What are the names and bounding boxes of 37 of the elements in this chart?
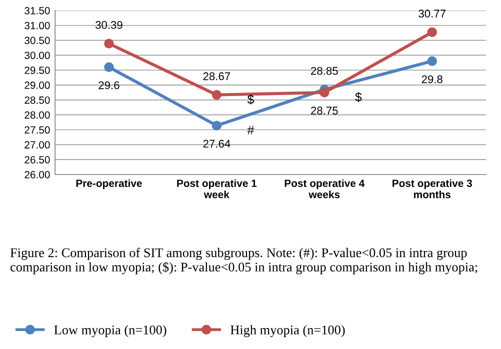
data-label: 28.67	[203, 72, 230, 80]
data-label: 28.85	[311, 66, 338, 75]
caption: Figure 2: Comparison of SIT among subgroups. Note: (#): P-value<0.05 in intra group comparison in low myopia; ($): P-value<0.05 in intra group comparison in high myopia;	[10, 248, 478, 274]
x-tick-label: Post operative 4 weeks	[284, 179, 365, 198]
point	[320, 88, 330, 98]
data-label: 30.39	[95, 21, 122, 29]
legend-label: High myopia (n=100)	[230, 325, 345, 338]
data-label: 29.8	[422, 75, 442, 84]
y-tick-label: 31.50	[24, 6, 50, 14]
data-label: 28.75	[311, 106, 338, 115]
y-tick-label: 30.00	[24, 52, 50, 60]
x-tick-label: Pre-operative	[76, 179, 142, 190]
x-tick-label: Post operative 1 week	[177, 179, 257, 198]
data-label: 29.6	[98, 81, 120, 90]
y-tick-label: 26.50	[24, 156, 50, 164]
point	[212, 90, 222, 100]
point	[427, 56, 437, 66]
y-tick-label: 31.00	[24, 22, 50, 30]
x-tick-label: Post operative 3 months	[392, 179, 472, 198]
data-label: 30.77	[418, 10, 446, 18]
annotation: $	[247, 94, 254, 105]
y-tick-label: 28.00	[24, 111, 50, 119]
y-tick-label: 27.00	[24, 141, 50, 149]
legend-label: Low myopia (n=100)	[54, 325, 166, 338]
annotation: #	[247, 126, 254, 134]
y-tick-label: 29.00	[24, 82, 50, 89]
point	[427, 27, 437, 38]
y-tick-label: 30.50	[24, 36, 50, 44]
y-tick-label: 27.50	[24, 126, 50, 134]
annotation: $	[355, 92, 362, 102]
y-tick-label: 29.50	[24, 66, 50, 74]
y-tick-label: 28.50	[24, 96, 50, 104]
point	[104, 38, 114, 48]
point	[212, 120, 222, 130]
data-label: 27.64	[203, 140, 230, 148]
y-tick-label: 26.00	[24, 171, 50, 178]
point	[104, 62, 114, 72]
